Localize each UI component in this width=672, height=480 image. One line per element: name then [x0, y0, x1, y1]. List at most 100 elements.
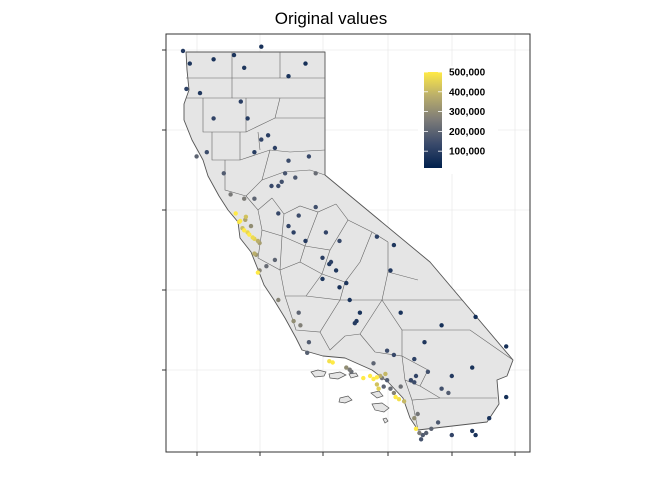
data-point [449, 373, 454, 379]
data-point [180, 48, 186, 54]
channel-islands [310, 369, 390, 424]
legend-tick-label: 500,000 [449, 68, 486, 79]
data-point [298, 323, 303, 328]
data-point [393, 394, 398, 400]
data-point [374, 375, 380, 380]
data-point [313, 171, 318, 176]
data-point [197, 90, 203, 96]
data-point [286, 74, 291, 79]
data-point [470, 365, 475, 370]
data-point [296, 310, 301, 315]
data-point [344, 280, 349, 286]
data-point [233, 211, 238, 216]
data-point [323, 230, 329, 235]
data-points [180, 44, 509, 442]
legend-tick-label: 300,000 [449, 107, 486, 118]
data-point [320, 255, 325, 260]
data-point [255, 238, 261, 244]
data-point [357, 310, 363, 315]
data-point [361, 375, 366, 381]
data-point [439, 386, 444, 391]
data-point [221, 171, 226, 176]
data-point [245, 116, 250, 121]
data-point [412, 416, 417, 421]
data-point [184, 86, 189, 92]
county-borders [186, 52, 514, 431]
data-point [259, 137, 264, 142]
data-point [487, 416, 492, 421]
data-point [425, 369, 431, 374]
data-point [344, 365, 349, 370]
data-point [429, 426, 434, 431]
chart-title: Original values [275, 9, 387, 28]
data-point [306, 340, 312, 345]
data-point [327, 359, 332, 364]
california-map [180, 44, 514, 442]
data-point [238, 218, 243, 224]
data-point [328, 259, 334, 265]
data-point [252, 196, 257, 201]
data-point [415, 411, 420, 417]
data-point [282, 171, 288, 176]
data-point [473, 432, 478, 438]
data-point [293, 175, 298, 180]
data-point [242, 65, 247, 71]
data-point [439, 323, 444, 328]
data-point [286, 158, 291, 163]
data-point [291, 318, 296, 324]
data-point [408, 378, 414, 383]
legend-colorbar [424, 72, 442, 168]
data-point [413, 426, 419, 431]
data-point [391, 352, 397, 358]
data-point [313, 204, 318, 210]
data-point [401, 399, 407, 404]
data-point [306, 154, 312, 159]
data-point [264, 264, 269, 269]
data-point [296, 213, 301, 218]
data-point [279, 179, 284, 184]
data-point [347, 297, 352, 303]
data-point [276, 183, 281, 189]
data-point [347, 367, 352, 372]
data-point [412, 356, 417, 362]
data-point [187, 61, 192, 66]
data-point [391, 242, 397, 248]
data-point [211, 116, 216, 121]
data-point [418, 437, 424, 442]
data-point [384, 378, 390, 383]
data-point [211, 57, 216, 62]
data-point [374, 234, 380, 239]
data-point [259, 44, 264, 49]
data-point [305, 350, 310, 355]
california-outline [183, 51, 514, 431]
legend-tick-label: 100,000 [449, 147, 486, 158]
data-point [238, 99, 243, 104]
data-point [371, 376, 376, 382]
legend-tick-label: 200,000 [449, 127, 486, 138]
data-point [242, 228, 247, 233]
data-point [337, 285, 342, 290]
data-point [420, 432, 425, 438]
data-point [374, 382, 380, 387]
data-point [371, 361, 376, 366]
data-point [413, 373, 419, 379]
axis-ticks [162, 49, 516, 456]
data-point [291, 230, 296, 235]
data-point [272, 145, 278, 151]
data-point [337, 238, 342, 244]
data-point [398, 310, 403, 315]
data-point [504, 394, 509, 400]
data-point [276, 297, 281, 303]
data-point [388, 386, 393, 391]
data-point [248, 223, 254, 229]
data-point [398, 384, 403, 389]
panel-border [165, 33, 531, 453]
data-point [303, 61, 308, 66]
data-point [255, 270, 261, 275]
data-point [391, 390, 397, 396]
data-point [376, 386, 381, 391]
legend-ticks: 500,000 400,000 300,000 200,000 100,000 [424, 68, 486, 158]
data-point [446, 390, 451, 396]
data-point [272, 257, 278, 263]
